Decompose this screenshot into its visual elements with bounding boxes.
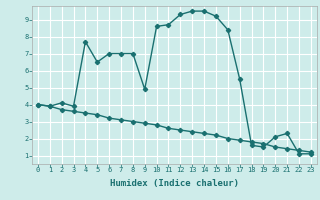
X-axis label: Humidex (Indice chaleur): Humidex (Indice chaleur) xyxy=(110,179,239,188)
